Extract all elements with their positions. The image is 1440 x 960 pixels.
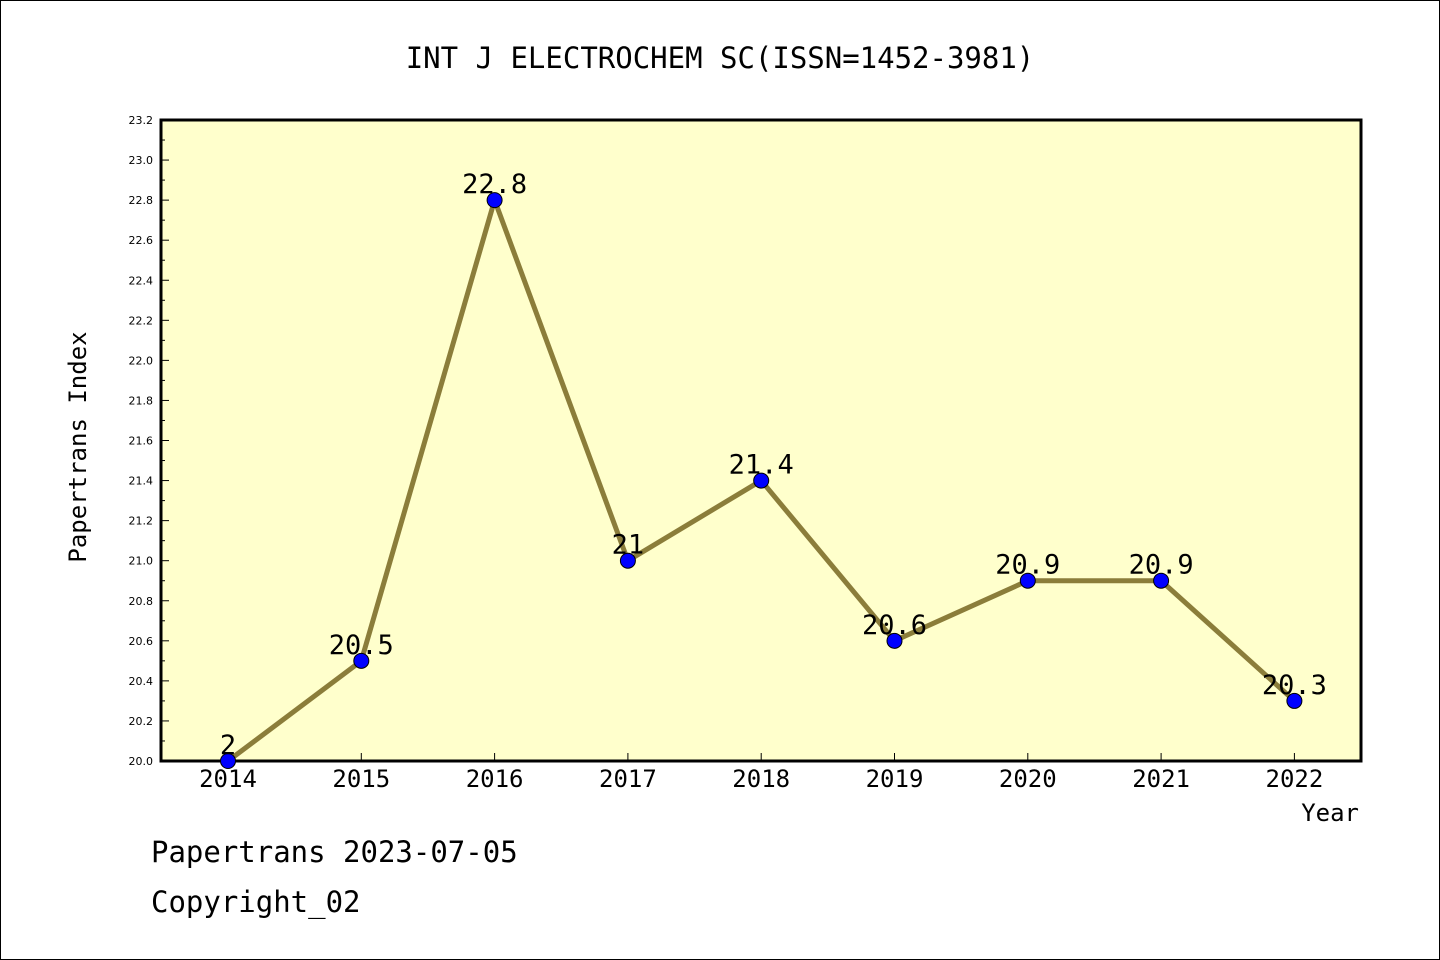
y-tick-label: 21.2: [129, 515, 154, 528]
y-tick-label: 20.2: [129, 715, 154, 728]
x-tick-label: 2014: [199, 765, 257, 793]
data-label: 20.9: [1129, 550, 1194, 581]
y-tick-label: 22.4: [129, 274, 154, 287]
x-tick-label: 2019: [866, 765, 924, 793]
data-labels: 2 20.5 22.8 21 21.4 20.6 20.9 20.9 20.3: [220, 169, 1327, 761]
y-tick-label: 20.8: [129, 595, 154, 608]
data-label: 20.6: [862, 610, 927, 641]
y-axis: 20.0 20.2 20.4 20.6 20.8 21.0 21.2 21.4 21.6 21.8…: [129, 114, 169, 768]
y-tick-label: 22.2: [129, 314, 154, 327]
data-label: 20.5: [329, 630, 394, 661]
data-point: [220, 753, 236, 769]
y-tick-label: 22.8: [129, 194, 154, 207]
y-tick-label: 23.2: [129, 114, 154, 127]
data-point: [1019, 572, 1036, 589]
data-points: [220, 192, 1303, 769]
data-label: 21: [612, 530, 645, 561]
y-tick-label: 21.6: [129, 435, 154, 448]
data-point: [619, 552, 636, 569]
data-point: [353, 652, 370, 669]
data-point: [486, 192, 503, 209]
y-tick-label: 21.8: [129, 394, 154, 407]
y-tick-label: 22.0: [129, 354, 154, 367]
data-label: 21.4: [729, 450, 794, 481]
footer-copyright: Copyright_02: [151, 885, 361, 919]
y-tick-label: 21.0: [129, 555, 154, 568]
y-tick-label: 20.6: [129, 635, 154, 648]
data-label: 2: [220, 730, 236, 761]
x-tick-label: 2020: [999, 765, 1057, 793]
y-tick-label: 22.6: [129, 234, 154, 247]
y-axis-label: Papertrans Index: [64, 331, 92, 562]
data-point: [753, 472, 770, 489]
plot-area: [159, 118, 1363, 763]
y-tick-label: 20.4: [129, 675, 154, 688]
x-tick-label: 2015: [332, 765, 390, 793]
x-axis-label: Year: [1301, 799, 1359, 827]
data-label: 20.3: [1262, 670, 1327, 701]
data-point: [886, 632, 903, 649]
y-tick-label: 23.0: [129, 154, 154, 167]
data-label: 20.9: [995, 550, 1060, 581]
y-tick-label: 21.4: [129, 475, 154, 488]
x-tick-label: 2018: [732, 765, 790, 793]
x-tick-label: 2017: [599, 765, 657, 793]
x-axis: 2014 2015 2016 2017 2018 2019 2020 2021 2022: [199, 753, 1323, 793]
data-point: [1286, 692, 1303, 709]
x-tick-label: 2021: [1132, 765, 1190, 793]
data-point: [1153, 572, 1170, 589]
x-tick-label: 2016: [466, 765, 524, 793]
y-tick-label: 20.0: [129, 755, 154, 768]
data-label: 22.8: [462, 169, 527, 200]
chart-title: INT J ELECTROCHEM SC(ISSN=1452-3981): [406, 41, 1035, 75]
footer-date: Papertrans 2023-07-05: [151, 835, 518, 869]
x-tick-label: 2022: [1266, 765, 1324, 793]
